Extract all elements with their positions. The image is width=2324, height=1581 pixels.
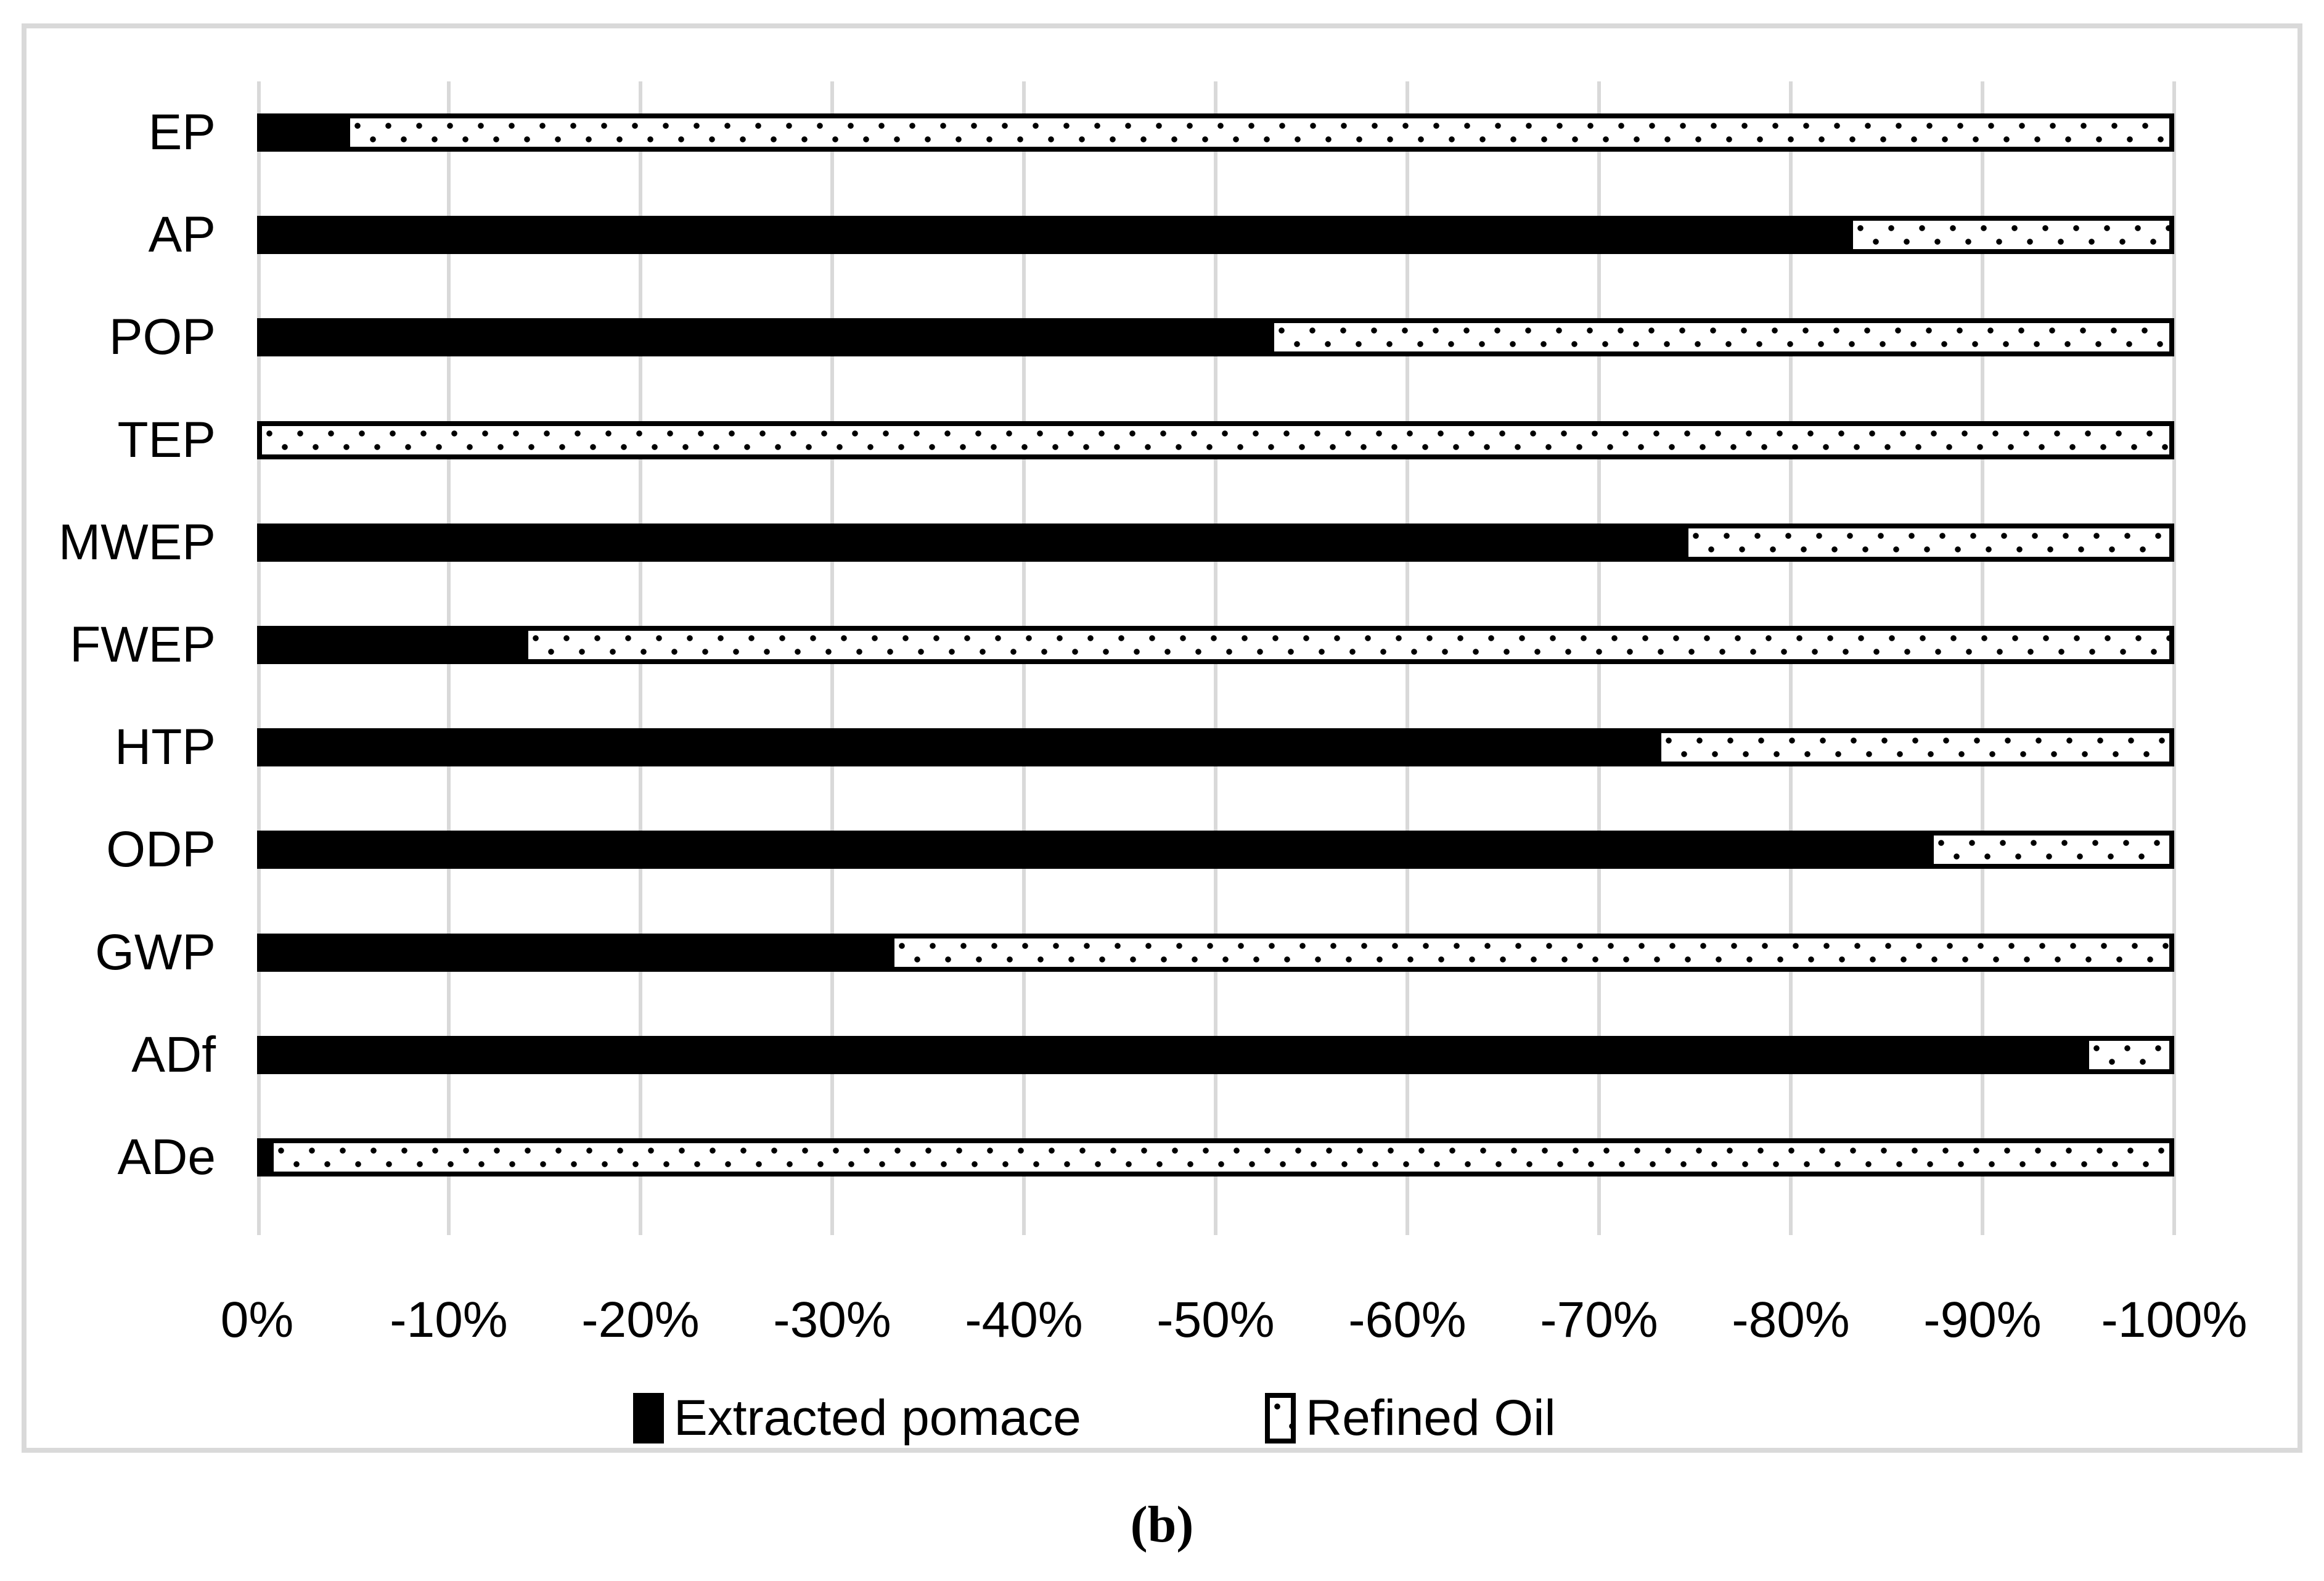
bar-row-POP [257,318,2174,356]
segment-extracted-pomace-AP [257,216,1848,254]
bar-row-ADf [257,1036,2174,1074]
x-tick-label--70%: -70% [1540,1292,1658,1348]
gridline--100% [2172,81,2176,1235]
segment-extracted-pomace-MWEP [257,524,1684,562]
legend-label-refined-oil: Refined Oil [1306,1390,1556,1446]
bar-row-TEP [257,421,2174,459]
segment-refined-oil-AP [1848,216,2174,254]
legend-label-extracted-pomace: Extracted pomace [674,1390,1081,1446]
legend-item-refined-oil: Refined Oil [1265,1393,1556,1443]
segment-refined-oil-GWP [890,934,2174,972]
segment-extracted-pomace-ADe [257,1138,269,1177]
bar-row-GWP [257,934,2174,972]
segment-refined-oil-ODP [1929,831,2174,869]
x-tick-label--80%: -80% [1732,1292,1850,1348]
segment-extracted-pomace-FWEP [257,626,523,664]
x-tick-label--40%: -40% [965,1292,1083,1348]
category-label-MWEP: MWEP [58,514,216,570]
segment-refined-oil-FWEP [523,626,2174,664]
x-tick-label--90%: -90% [1923,1292,2042,1348]
x-tick-label--60%: -60% [1348,1292,1467,1348]
category-label-FWEP: FWEP [70,617,216,673]
segment-refined-oil-HTP [1656,728,2174,766]
category-label-ADf: ADf [131,1027,216,1083]
x-tick-label--50%: -50% [1156,1292,1275,1348]
category-label-AP: AP [148,207,216,263]
x-tick-label--20%: -20% [581,1292,700,1348]
category-label-ADe: ADe [117,1129,216,1185]
segment-extracted-pomace-POP [257,318,1269,356]
x-tick-label-0%: 0% [220,1292,294,1348]
segment-extracted-pomace-EP [257,113,345,152]
legend-item-extracted-pomace: Extracted pomace [633,1393,1081,1443]
bar-row-HTP [257,728,2174,766]
category-label-GWP: GWP [95,924,216,980]
bar-row-FWEP [257,626,2174,664]
segment-refined-oil-ADf [2084,1036,2174,1074]
segment-extracted-pomace-ADf [257,1036,2084,1074]
segment-refined-oil-ADe [269,1138,2174,1177]
segment-refined-oil-POP [1269,318,2174,356]
category-label-ODP: ODP [106,821,216,877]
x-tick-label--100%: -100% [2101,1292,2248,1348]
refined-oil-swatch-icon [1265,1393,1296,1443]
category-label-HTP: HTP [115,719,216,775]
segment-refined-oil-EP [345,113,2174,152]
category-label-EP: EP [148,104,216,160]
segment-extracted-pomace-GWP [257,934,890,972]
segment-extracted-pomace-ODP [257,831,1929,869]
plot-area [257,81,2176,1235]
segment-refined-oil-TEP [257,421,2174,459]
category-label-POP: POP [108,309,216,365]
segment-extracted-pomace-HTP [257,728,1656,766]
bar-row-AP [257,216,2174,254]
segment-refined-oil-MWEP [1684,524,2174,562]
bar-row-EP [257,113,2174,152]
x-tick-label--30%: -30% [773,1292,891,1348]
extracted-pomace-swatch-icon [633,1393,664,1443]
figure-caption: (b) [1130,1496,1194,1553]
bar-row-MWEP [257,524,2174,562]
bar-row-ADe [257,1138,2174,1177]
category-label-TEP: TEP [117,412,216,468]
bar-row-ODP [257,831,2174,869]
x-tick-label--10%: -10% [390,1292,508,1348]
